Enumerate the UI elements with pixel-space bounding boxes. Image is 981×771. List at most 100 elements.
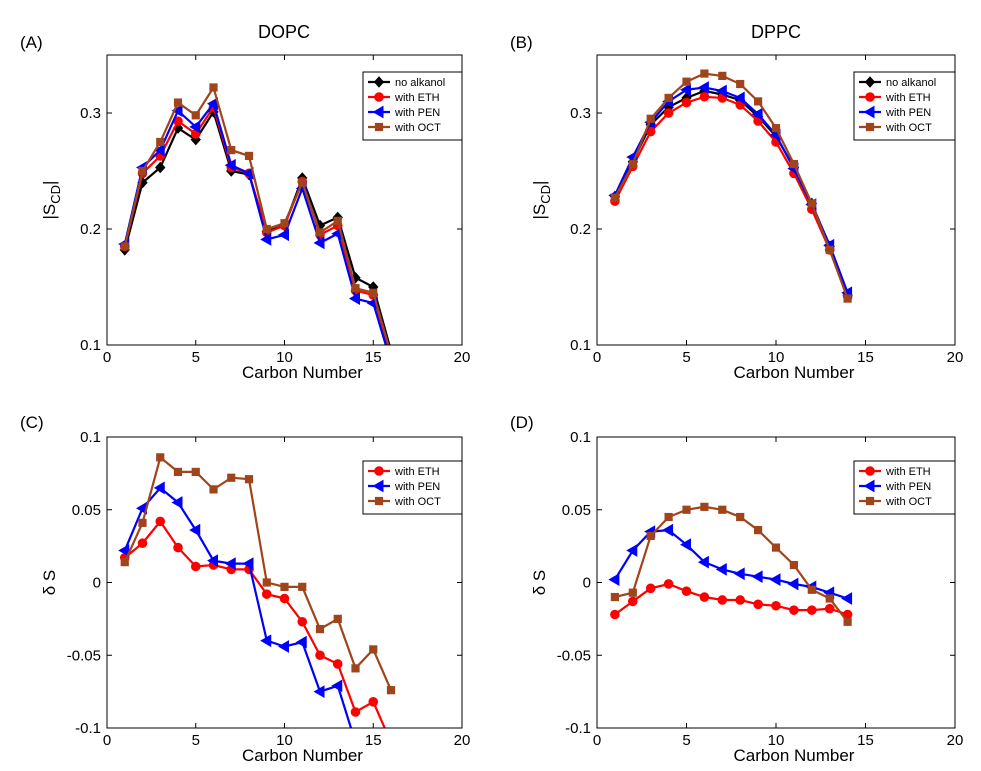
legend-marker xyxy=(865,466,875,476)
data-point xyxy=(297,616,308,627)
data-point xyxy=(351,284,360,293)
data-point xyxy=(315,650,325,661)
data-point xyxy=(244,475,254,484)
data-point xyxy=(610,609,620,620)
data-point xyxy=(751,570,763,584)
plot-area xyxy=(608,502,853,626)
legend-entry: with PEN xyxy=(885,107,931,119)
data-point xyxy=(295,635,307,649)
data-point xyxy=(207,554,218,568)
data-point xyxy=(697,81,709,94)
x-tick-label: 5 xyxy=(682,349,690,366)
data-point xyxy=(789,560,798,570)
data-point xyxy=(824,603,835,614)
data-point xyxy=(807,199,816,208)
data-point xyxy=(315,228,325,237)
data-point xyxy=(313,236,325,250)
legend-marker xyxy=(374,122,384,132)
data-point xyxy=(171,496,183,509)
data-point xyxy=(260,634,272,648)
data-point xyxy=(789,159,798,169)
series-line-with-oct xyxy=(614,505,849,623)
legend-marker xyxy=(863,479,875,493)
y-tick-label: 0.3 xyxy=(80,105,101,122)
x-axis-label: Carbon Number xyxy=(734,746,855,765)
data-point xyxy=(280,582,289,591)
data-point xyxy=(733,567,745,581)
data-point xyxy=(227,473,236,482)
data-point xyxy=(825,245,834,254)
legend-entry: with PEN xyxy=(885,481,931,493)
data-point xyxy=(608,573,620,586)
data-point xyxy=(190,561,201,572)
x-tick-label: 20 xyxy=(454,349,471,366)
data-point xyxy=(735,595,746,605)
panel-label: (C) xyxy=(20,413,44,432)
data-point xyxy=(628,588,637,597)
legend-entry: with OCT xyxy=(394,122,441,134)
data-point xyxy=(681,97,692,108)
y-tick-label: 0.1 xyxy=(570,337,591,354)
y-tick-label: 0 xyxy=(583,575,591,592)
panel-d: 0 5 10 15 20 -0.1 -0.05 0 0.05 0.1 Carbon Number δ … xyxy=(510,413,963,765)
data-point xyxy=(700,502,709,511)
data-point xyxy=(120,242,129,251)
legend-entry: with PEN xyxy=(394,481,440,493)
data-point xyxy=(699,91,710,102)
y-tick-label: 0.05 xyxy=(562,502,591,519)
data-point xyxy=(350,707,361,717)
data-point xyxy=(751,107,763,121)
data-point xyxy=(331,679,343,693)
panel-b: 0 5 10 15 20 0.1 0.2 0.3 Carbon Number |SCD| (B) DP… xyxy=(510,22,963,382)
x-axis-label: Carbon Number xyxy=(242,746,363,765)
data-point xyxy=(682,77,691,86)
data-point xyxy=(278,640,289,653)
y-tick-label: 0 xyxy=(93,575,101,592)
series-line-with-pen xyxy=(123,101,387,345)
legend-entry: with OCT xyxy=(394,496,441,508)
legend-entry: with OCT xyxy=(885,496,932,508)
data-point xyxy=(700,69,709,78)
data-point xyxy=(156,453,165,462)
data-point xyxy=(628,596,638,607)
data-point xyxy=(699,592,710,602)
data-point xyxy=(825,594,834,603)
legend-marker xyxy=(373,76,385,88)
data-point xyxy=(332,659,343,669)
data-point xyxy=(663,108,674,118)
y-axis-label: |SCD| xyxy=(530,181,553,220)
data-point xyxy=(843,294,852,303)
data-point xyxy=(333,216,342,225)
y-tick-label: 0.05 xyxy=(72,502,101,519)
data-point xyxy=(173,542,183,553)
panel-label: (D) xyxy=(510,413,534,432)
panel-label: (A) xyxy=(20,33,43,52)
y-tick-label: 0.1 xyxy=(80,337,101,354)
panel-c: 0 5 10 15 20 -0.1 -0.05 0 0.05 0.1 Carbon Number δ … xyxy=(20,413,470,765)
data-point xyxy=(155,161,166,174)
data-point xyxy=(386,357,396,368)
x-tick-label: 5 xyxy=(192,732,200,749)
data-point xyxy=(280,219,289,228)
x-tick-label: 10 xyxy=(768,732,785,749)
data-point xyxy=(387,738,396,747)
data-point xyxy=(224,158,236,172)
data-point xyxy=(789,605,799,615)
data-point xyxy=(646,531,655,541)
panel-label: (B) xyxy=(510,33,533,52)
data-point xyxy=(120,558,129,567)
data-point xyxy=(807,585,816,594)
legend-entry: with ETH xyxy=(885,466,931,478)
legend-entry: with ETH xyxy=(394,466,440,478)
x-tick-label: 20 xyxy=(947,732,964,749)
legend-marker xyxy=(864,76,876,88)
panel-title: DOPC xyxy=(258,22,310,42)
data-point xyxy=(645,583,656,594)
data-point xyxy=(173,98,183,107)
data-point xyxy=(736,512,745,522)
data-point xyxy=(369,288,378,297)
legend-marker xyxy=(374,92,384,102)
data-point xyxy=(754,97,763,106)
panel-title: DPPC xyxy=(751,22,801,42)
data-point xyxy=(278,228,289,242)
